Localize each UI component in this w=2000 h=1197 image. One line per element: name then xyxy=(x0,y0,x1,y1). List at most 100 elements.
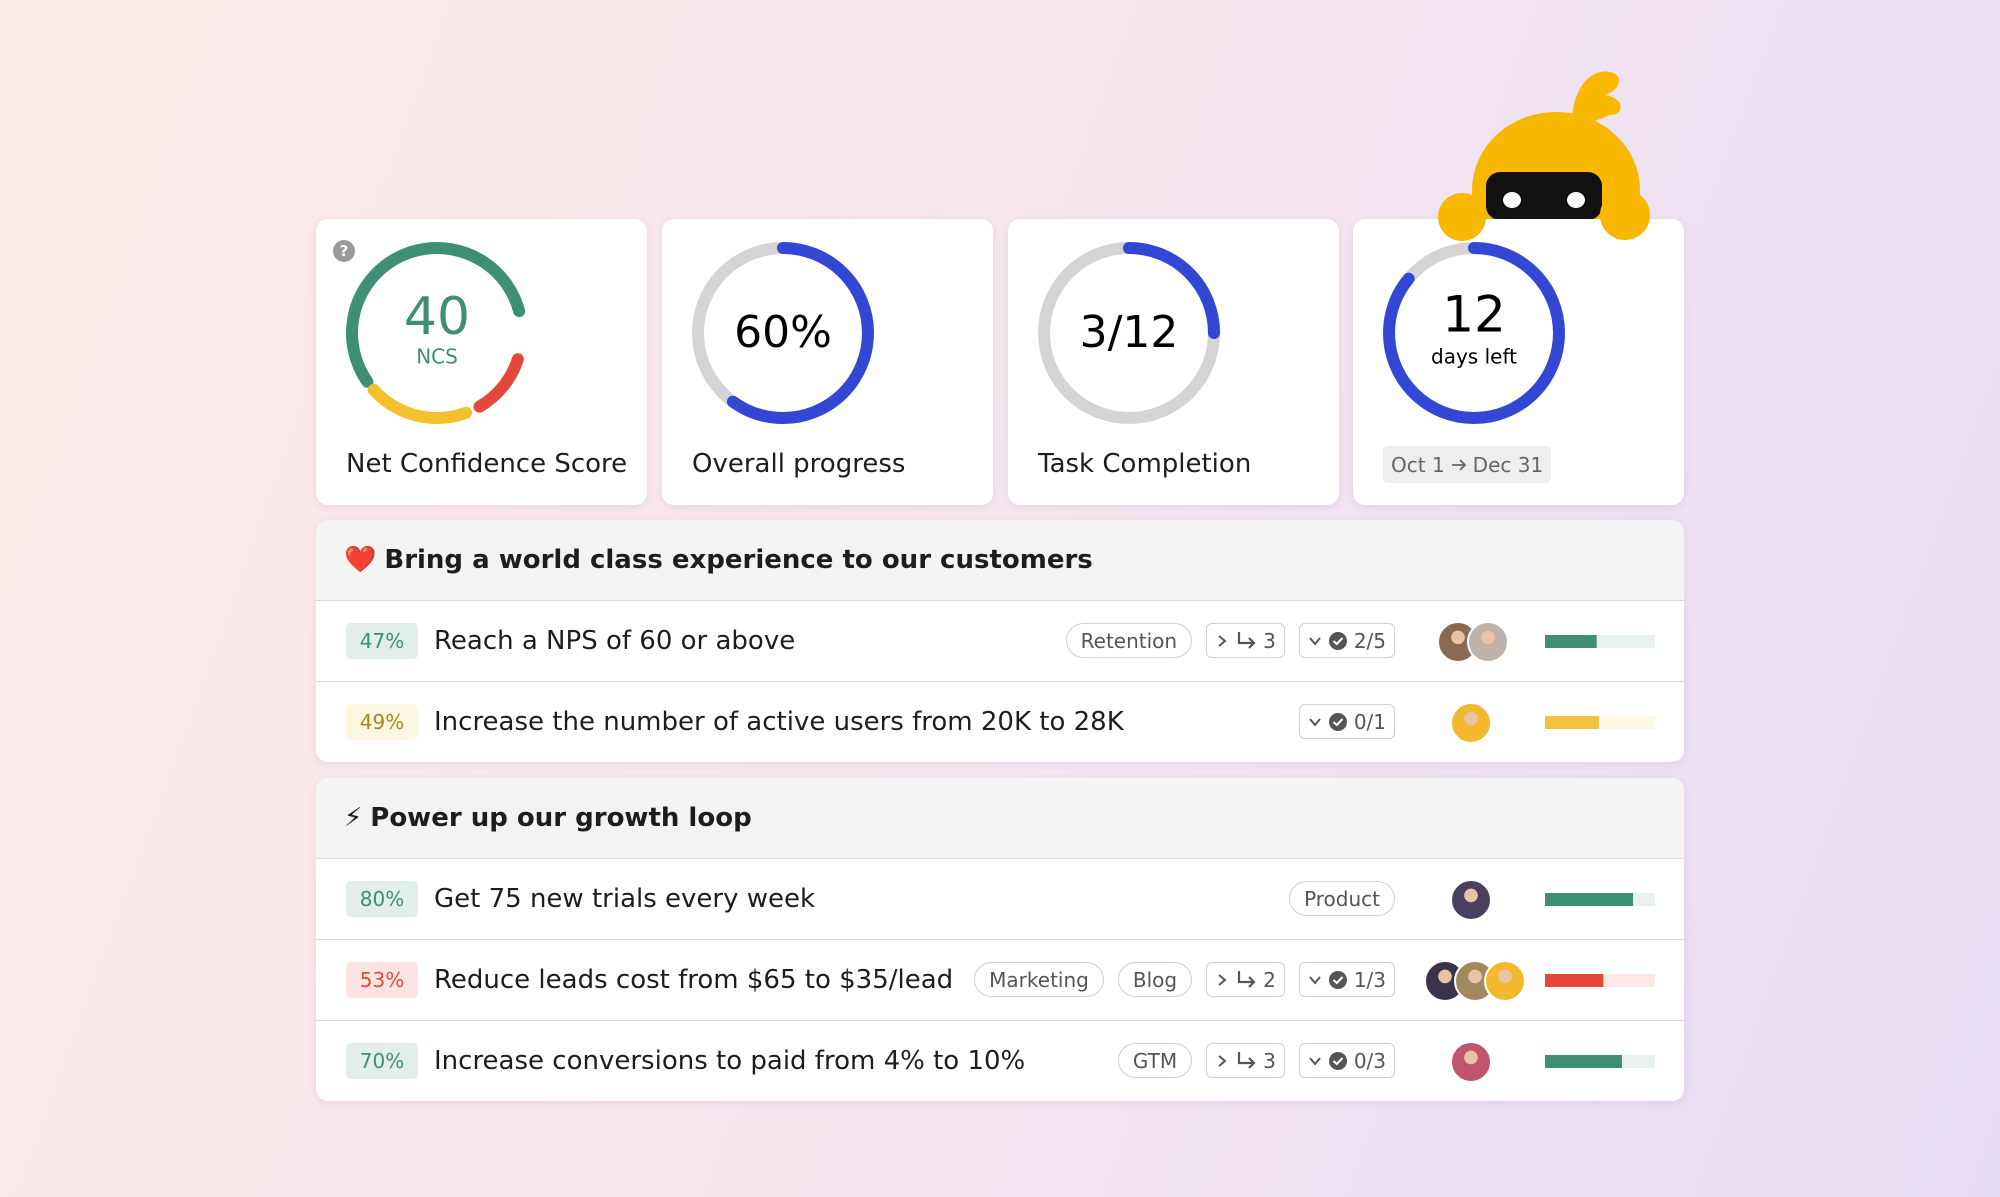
avatars xyxy=(1424,960,1526,1002)
bar-fill xyxy=(1545,974,1604,987)
chevron-icon xyxy=(1218,1054,1227,1067)
progress-badge: 70% xyxy=(346,1043,418,1079)
chevron-icon xyxy=(1218,973,1227,986)
avatar xyxy=(1467,621,1509,663)
avatars xyxy=(1450,1041,1492,1083)
arrow-icon xyxy=(1451,458,1466,471)
key-result-row[interactable]: 49% Increase the number of active users f… xyxy=(316,681,1684,762)
ncs-ring: 40 NCS xyxy=(346,242,528,424)
chevron-icon xyxy=(1309,717,1321,727)
bar-fill xyxy=(1545,635,1597,648)
avatar xyxy=(1450,702,1492,744)
key-result-title: Increase the number of active users from… xyxy=(434,707,1124,737)
chevron-icon xyxy=(1309,636,1321,646)
ncs-unit: NCS xyxy=(416,345,458,369)
chips: GTM 3 0/3 xyxy=(1117,1043,1395,1078)
avatar xyxy=(1450,879,1492,921)
help-icon[interactable]: ? xyxy=(333,240,355,262)
subtasks-chip[interactable]: 3 xyxy=(1206,1043,1285,1078)
task-card: 3/12 Task Completion xyxy=(1008,219,1339,505)
date-start: Oct 1 xyxy=(1391,452,1445,477)
tag[interactable]: Product xyxy=(1289,881,1395,916)
card-label: Net Confidence Score xyxy=(346,449,628,479)
objective-title: Power up our growth loop xyxy=(370,803,752,833)
chips: Marketing Blog 2 1/3 xyxy=(974,962,1395,997)
check-icon xyxy=(1328,1051,1347,1070)
ring-label: 60% xyxy=(734,307,832,358)
progress-ring: 60% xyxy=(692,242,874,424)
chips: Retention 3 2/5 xyxy=(1065,623,1395,658)
ring-fill xyxy=(1383,242,1565,424)
checklist-chip[interactable]: 1/3 xyxy=(1298,962,1395,997)
subtasks-chip[interactable]: 2 xyxy=(1206,962,1285,997)
chips: 0/1 xyxy=(1298,704,1395,739)
subtasks-count: 3 xyxy=(1263,628,1276,653)
progress-card: 60% Overall progress xyxy=(662,219,993,505)
chevron-icon xyxy=(1309,975,1321,985)
ring-fill xyxy=(1038,242,1220,424)
objective-panel: ❤️ Bring a world class experience to our … xyxy=(316,520,1684,762)
subtask-icon xyxy=(1237,970,1256,988)
days-card: 12 days left Oct 1 Dec 31 xyxy=(1353,219,1684,505)
ncs-segment xyxy=(346,242,528,424)
key-result-title: Increase conversions to paid from 4% to … xyxy=(434,1046,1026,1076)
bar-fill xyxy=(1545,1055,1622,1068)
progress-badge: 47% xyxy=(346,623,418,659)
key-result-title: Reach a NPS of 60 or above xyxy=(434,626,796,656)
days-ring: 12 days left xyxy=(1383,242,1565,424)
chevron-icon xyxy=(1309,1056,1321,1066)
check-icon xyxy=(1328,631,1347,650)
avatars xyxy=(1437,621,1509,663)
progress-badge: 49% xyxy=(346,704,418,740)
checklist-count: 1/3 xyxy=(1353,967,1386,992)
avatar xyxy=(1450,1041,1492,1083)
subtasks-chip[interactable]: 3 xyxy=(1206,623,1285,658)
key-result-title: Reduce leads cost from $65 to $35/lead xyxy=(434,965,954,995)
objective-title: Bring a world class experience to our cu… xyxy=(384,545,1093,575)
tag[interactable]: Blog xyxy=(1117,962,1193,997)
avatars xyxy=(1450,702,1492,744)
tag[interactable]: Retention xyxy=(1065,623,1193,658)
progress-badge: 80% xyxy=(346,881,418,917)
subtasks-count: 2 xyxy=(1263,967,1276,992)
progress-bar xyxy=(1545,716,1655,729)
chips: Product xyxy=(1289,881,1395,916)
bar-fill xyxy=(1545,893,1633,906)
checklist-chip[interactable]: 0/3 xyxy=(1298,1043,1395,1078)
avatars xyxy=(1450,879,1492,921)
subtask-icon xyxy=(1237,1051,1256,1069)
progress-bar xyxy=(1545,635,1655,648)
ncs-card: ? 40 NCS Net Confidence Score xyxy=(316,219,647,505)
date-end: Dec 31 xyxy=(1472,452,1544,477)
ring-label: 3/12 xyxy=(1080,307,1179,358)
avatar xyxy=(1484,960,1526,1002)
chevron-icon xyxy=(1218,634,1227,647)
check-icon xyxy=(1328,970,1347,989)
tag[interactable]: Marketing xyxy=(974,962,1104,997)
subtasks-count: 3 xyxy=(1263,1048,1276,1073)
checklist-chip[interactable]: 0/1 xyxy=(1298,704,1395,739)
objective-icon: ⚡ xyxy=(344,803,363,833)
key-result-row[interactable]: 70% Increase conversions to paid from 4% … xyxy=(316,1020,1684,1101)
progress-bar xyxy=(1545,893,1655,906)
tag[interactable]: GTM xyxy=(1117,1043,1193,1078)
mascot-paws xyxy=(1438,190,1650,241)
progress-bar xyxy=(1545,974,1655,987)
objective-header: ⚡ Power up our growth loop xyxy=(316,778,1684,858)
card-label: Overall progress xyxy=(692,449,906,479)
ncs-segment xyxy=(346,242,528,424)
key-result-row[interactable]: 80% Get 75 new trials every week Product xyxy=(316,858,1684,939)
days-unit: days left xyxy=(1431,345,1517,369)
objective-header: ❤️ Bring a world class experience to our … xyxy=(316,520,1684,600)
task-ring: 3/12 xyxy=(1038,242,1220,424)
key-result-row[interactable]: 47% Reach a NPS of 60 or above Retention 3 2… xyxy=(316,600,1684,681)
checklist-count: 0/3 xyxy=(1353,1048,1386,1073)
check-icon xyxy=(1328,712,1347,731)
progress-badge: 53% xyxy=(346,962,418,998)
checklist-chip[interactable]: 2/5 xyxy=(1298,623,1395,658)
key-result-title: Get 75 new trials every week xyxy=(434,884,816,914)
key-result-row[interactable]: 53% Reduce leads cost from $65 to $35/lea… xyxy=(316,939,1684,1020)
ncs-value: 40 xyxy=(404,287,470,347)
card-label: Task Completion xyxy=(1038,449,1252,479)
